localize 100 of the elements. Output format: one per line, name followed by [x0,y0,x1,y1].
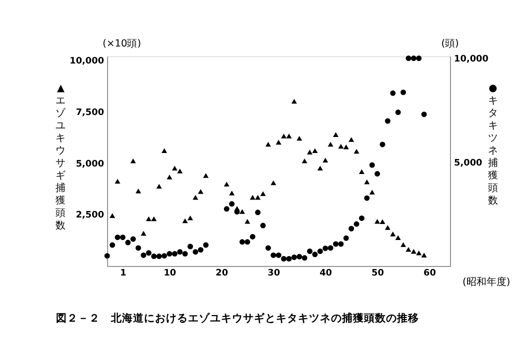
point [354,221,360,227]
text: (×10頭) [102,38,142,50]
point [322,158,328,162]
point [265,245,271,251]
point [421,112,427,118]
point [395,110,401,116]
point [296,254,302,260]
point [140,230,146,236]
point [358,215,364,221]
point [182,218,188,224]
x-tick-label: 60 [423,268,436,278]
point [332,132,338,137]
point [188,244,194,250]
point [146,250,152,256]
point [270,180,276,186]
point [114,178,120,184]
point [286,134,292,138]
point [291,254,297,260]
y-tick-label: 10,000 [70,56,104,66]
text: 図２－２ 北海道におけるエゾユキウサギとキタキツネの捕獲頭数の推移 [56,311,419,324]
point [302,158,308,164]
point [114,234,120,240]
point [177,249,183,255]
point [406,246,412,252]
point [172,251,178,257]
point [286,256,292,262]
point [416,250,422,256]
point [369,190,375,195]
x-axis-title: (昭和年度) [462,276,510,288]
point [172,166,178,170]
point [400,242,406,248]
y-tick-label: 5,000 [76,159,104,170]
point [120,234,126,240]
point [177,168,183,174]
point [410,56,416,62]
point [322,246,328,252]
point [338,144,344,149]
x-tick-label: 50 [372,268,384,278]
point [281,256,287,262]
point [110,242,116,248]
point [406,56,412,62]
point [250,234,256,240]
point [255,194,261,200]
point [130,236,136,242]
x-tick-label: 40 [320,268,332,278]
point [307,150,313,154]
point [166,174,172,180]
point [390,232,396,236]
point [416,56,422,62]
point [374,171,380,177]
point [302,255,308,261]
point [369,162,375,168]
point [380,219,386,224]
point [136,188,142,194]
y-tick-label: 2,500 [76,210,104,221]
point [224,206,230,212]
point [354,148,360,154]
point [384,225,390,230]
y2-tick-label: 10,000 [454,54,488,64]
point [162,253,168,259]
point [265,142,271,147]
point [390,90,396,96]
text: ▲エゾユキウサギ捕獲頭数 [56,83,66,232]
text: (頭) [441,38,459,50]
point [276,140,282,145]
point [332,241,338,247]
point [136,245,142,251]
point [291,98,297,104]
point [156,254,162,260]
point [317,248,323,254]
point [343,144,349,150]
point [239,239,245,245]
point [255,210,261,216]
y2-tick-label: 5,000 [454,158,482,168]
point [146,216,152,222]
point [250,194,256,200]
text: ●キタキツネ捕獲頭数 [488,83,498,207]
point [328,245,334,251]
point [140,252,146,258]
point [348,137,354,142]
point [192,249,198,255]
x-tick-label: 1 [120,268,126,278]
point [166,251,172,257]
point [364,180,370,184]
y-tick-label: 7,500 [76,108,104,118]
point [104,253,110,259]
point [270,252,276,258]
x-tick-label: 20 [216,268,228,278]
point [151,216,157,222]
point [400,90,406,96]
point [151,254,157,260]
point [224,182,230,187]
point [312,252,318,258]
point [281,134,287,138]
point [421,252,427,258]
x-tick-label: 10 [164,268,176,278]
point [296,136,302,141]
point [307,248,313,254]
point [374,219,380,224]
x-tick-label: 30 [268,268,280,278]
